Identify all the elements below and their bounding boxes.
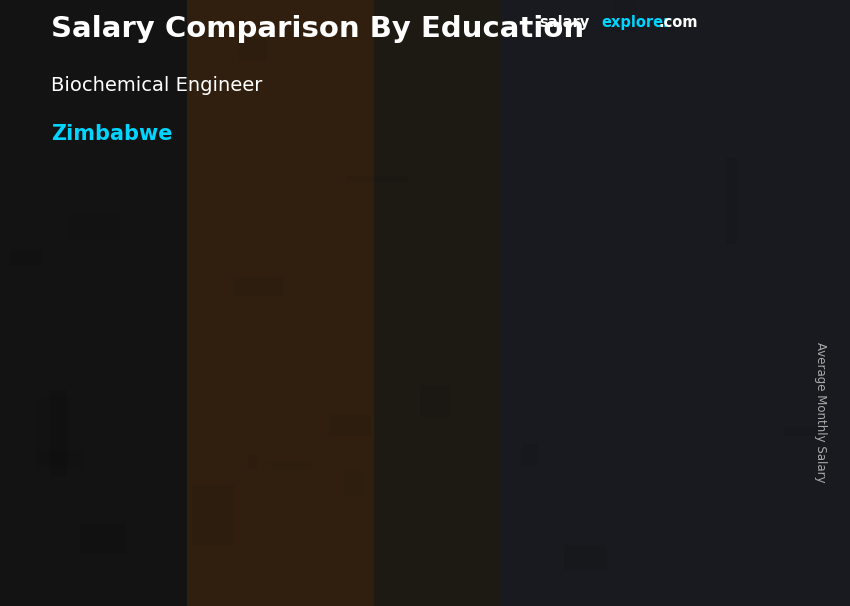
Text: Salary Comparison By Education: Salary Comparison By Education [51, 15, 584, 43]
Bar [160, 169, 209, 219]
Text: +93%: +93% [337, 331, 432, 360]
Text: Biochemical Engineer: Biochemical Engineer [51, 76, 263, 95]
Polygon shape [224, 424, 324, 545]
Text: Master's Degree: Master's Degree [438, 573, 598, 591]
Bar [502, 0, 850, 606]
Bar [456, 461, 484, 518]
Polygon shape [459, 298, 577, 311]
Bar [148, 253, 199, 271]
Polygon shape [559, 298, 577, 545]
Text: 206,000 ZWD: 206,000 ZWD [598, 282, 722, 301]
Bar [679, 514, 733, 553]
Bar [598, 496, 658, 576]
Bar [487, 285, 521, 322]
Text: .com: .com [659, 15, 698, 30]
Text: Bachelor's Degree: Bachelor's Degree [193, 573, 372, 591]
Bar [640, 276, 688, 343]
Text: explorer: explorer [601, 15, 671, 30]
Bar [564, 476, 597, 508]
Bar [187, 0, 374, 606]
Bar [422, 436, 464, 522]
Text: salary: salary [540, 15, 590, 30]
Bar [484, 276, 541, 290]
Bar [374, 0, 502, 606]
Polygon shape [324, 410, 342, 545]
Bar [136, 285, 150, 335]
Bar [84, 93, 119, 115]
Bar [413, 185, 444, 238]
Bar [406, 148, 432, 185]
Text: 107,000 ZWD: 107,000 ZWD [181, 384, 307, 402]
Polygon shape [459, 311, 559, 545]
Bar [781, 30, 806, 63]
Bar [0, 0, 187, 606]
Text: Zimbabwe: Zimbabwe [51, 124, 173, 144]
Bar [496, 98, 524, 139]
Bar [88, 270, 108, 313]
Bar [66, 296, 105, 326]
Bar [708, 428, 745, 473]
Bar [787, 408, 800, 485]
Text: Average Monthly Salary: Average Monthly Salary [813, 342, 827, 482]
Polygon shape [224, 410, 342, 424]
